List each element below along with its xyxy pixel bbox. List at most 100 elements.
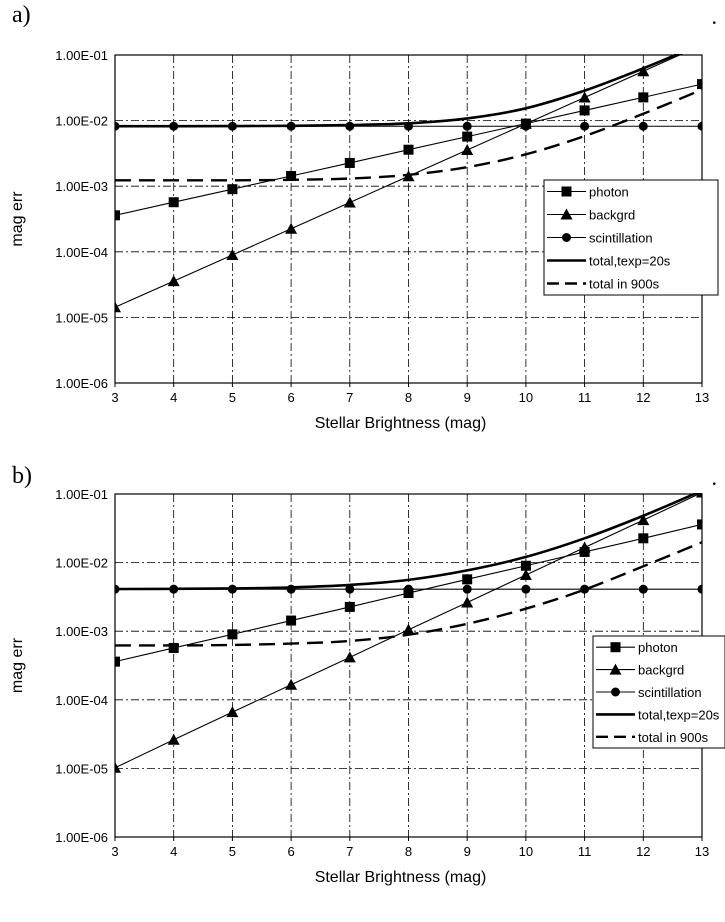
data-point-triangle — [285, 222, 298, 234]
data-point-square — [227, 184, 238, 195]
chart-svg-b: 3 4 5 6 7 8 9 10 11 12 13 1.00E-06 1.00E-05 1.00E-04 1… — [9, 487, 725, 886]
y-tick-label: 1.00E-03 — [55, 179, 108, 194]
data-point-triangle — [167, 275, 180, 287]
data-point-circle — [521, 121, 531, 131]
data-point-triangle — [226, 248, 239, 260]
y-tick-label: 1.00E-03 — [55, 624, 108, 639]
data-point-square — [697, 79, 702, 90]
data-point-circle — [462, 584, 472, 594]
legend-label: photon — [589, 185, 629, 200]
y-tick-label: 1.00E-01 — [55, 48, 108, 63]
y-tick-label: 1.00E-02 — [55, 114, 108, 129]
data-point-circle — [580, 584, 590, 594]
chart-panel-b: b) . 3 4 5 6 7 8 9 10 11 12 13 1.00E-06 1.00E-05 1.00… — [0, 461, 725, 922]
data-point-triangle — [637, 65, 650, 77]
series-line-total-texp-20s — [115, 493, 700, 591]
legend: photon backgrd scintillation total,texp=20s… — [543, 179, 719, 296]
series-layer — [115, 493, 702, 773]
data-point-square — [638, 533, 649, 544]
x-tick-label: 13 — [695, 844, 709, 859]
legend-marker — [561, 186, 572, 197]
x-tick-label: 6 — [287, 390, 294, 405]
data-point-square — [344, 601, 355, 612]
panel-label: b) — [12, 463, 32, 489]
legend-marker — [609, 663, 622, 675]
data-point-triangle — [115, 301, 121, 313]
legend-label: scintillation — [589, 231, 653, 246]
data-point-triangle — [343, 651, 356, 663]
x-tick-label: 3 — [111, 844, 118, 859]
data-point-triangle — [696, 39, 708, 50]
legend-marker — [610, 642, 621, 653]
corner-mark: . — [711, 4, 718, 29]
grid — [115, 55, 702, 383]
y-tick-label: 1.00E-05 — [55, 761, 108, 776]
legend-label: photon — [638, 640, 678, 655]
data-point-square — [115, 210, 120, 221]
data-point-triangle — [519, 568, 532, 580]
data-point-square — [227, 629, 238, 640]
x-tick-label: 9 — [464, 844, 471, 859]
x-tick-label: 13 — [695, 390, 709, 405]
x-tick-label: 3 — [111, 390, 118, 405]
data-point-triangle — [461, 596, 474, 608]
data-point-square — [403, 144, 414, 155]
chart-svg-a: 3 4 5 6 7 8 9 10 11 12 13 1.00E-06 1.00E-05 1.00E-04 1… — [9, 39, 719, 432]
x-tick-label: 10 — [519, 390, 533, 405]
x-tick-label: 11 — [578, 844, 592, 859]
data-point-square — [520, 560, 531, 571]
x-axis-title: Stellar Brightness (mag) — [315, 869, 487, 886]
x-tick-label: 4 — [170, 390, 177, 405]
legend-label: total in 900s — [638, 730, 709, 745]
data-point-circle — [404, 584, 413, 594]
legend-label: total,texp=20s — [638, 707, 720, 722]
data-point-circle — [638, 121, 648, 131]
x-tick-label: 9 — [464, 390, 471, 405]
data-point-circle — [638, 584, 648, 594]
series-line-total-in-900s — [115, 88, 702, 182]
data-point-triangle — [578, 91, 591, 103]
x-tick-label: 10 — [519, 844, 533, 859]
x-tick-label: 8 — [405, 844, 412, 859]
chart-panel-a: a) . 3 4 5 6 7 8 9 10 11 12 13 1.00E-06 1.00E-05 1.00… — [9, 2, 719, 432]
x-tick-label: 7 — [346, 390, 353, 405]
data-point-square — [344, 157, 355, 168]
data-point-square — [462, 131, 473, 142]
legend-marker — [562, 233, 571, 242]
data-point-square — [168, 197, 179, 208]
data-point-triangle — [578, 541, 591, 553]
data-point-triangle — [637, 514, 650, 526]
x-tick-label: 8 — [405, 390, 412, 405]
legend-marker — [611, 687, 620, 697]
data-point-triangle — [461, 143, 474, 155]
data-point-square — [579, 105, 590, 116]
legend-label: backgrd — [589, 208, 635, 223]
corner-mark: . — [711, 465, 718, 490]
legend-marker — [560, 208, 573, 220]
data-point-square — [697, 519, 702, 530]
x-tick-label: 11 — [578, 390, 592, 405]
legend-label: backgrd — [638, 663, 684, 678]
series-layer — [115, 39, 708, 313]
x-tick-label: 5 — [229, 390, 236, 405]
legend-label: total,texp=20s — [589, 254, 671, 269]
data-point-triangle — [285, 678, 298, 690]
y-tick-label: 1.00E-04 — [55, 245, 108, 260]
x-tick-label: 6 — [287, 844, 294, 859]
series-line-total-texp-20s — [115, 54, 682, 128]
data-point-circle — [697, 121, 702, 131]
y-tick-label: 1.00E-01 — [55, 487, 108, 502]
x-tick-label: 12 — [636, 390, 650, 405]
y-axis-title: mag err — [9, 637, 26, 693]
data-point-triangle — [696, 493, 702, 498]
x-tick-label: 12 — [636, 844, 650, 859]
y-tick-label: 1.00E-05 — [55, 310, 108, 325]
data-point-triangle — [402, 623, 415, 635]
data-point-square — [462, 574, 473, 585]
data-point-triangle — [226, 706, 239, 718]
y-tick-label: 1.00E-04 — [55, 693, 108, 708]
data-point-square — [168, 642, 179, 653]
y-tick-label: 1.00E-06 — [55, 376, 108, 391]
data-point-square — [286, 171, 297, 182]
data-point-circle — [462, 121, 472, 131]
